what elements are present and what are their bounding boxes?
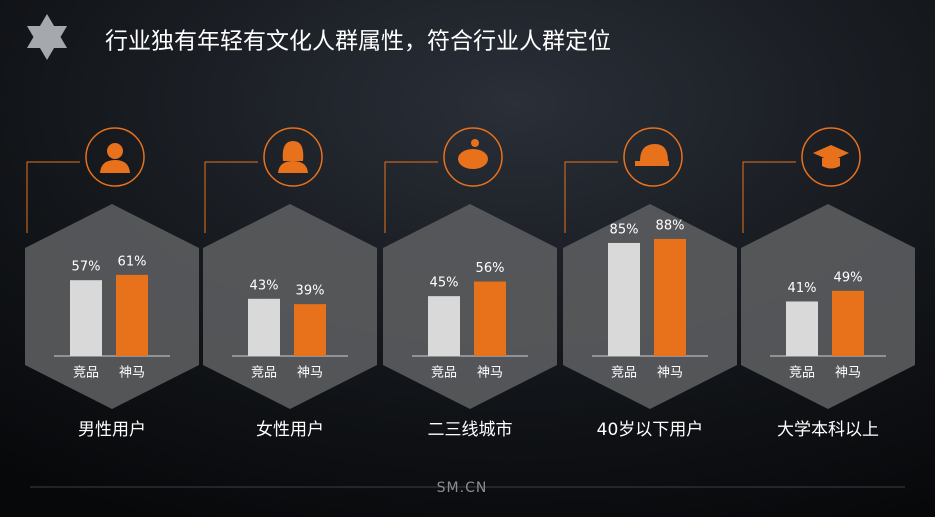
value-label: 56% <box>476 261 505 276</box>
logo <box>27 14 67 60</box>
value-label: 88% <box>656 218 685 233</box>
connector <box>204 161 258 233</box>
icon-shape <box>471 139 479 147</box>
value-label: 85% <box>610 222 639 237</box>
chart-title: 二三线城市 <box>428 420 513 440</box>
category-label: 神马 <box>119 366 145 381</box>
bar <box>474 281 506 356</box>
category-label: 神马 <box>657 366 683 381</box>
icon-shape <box>822 158 840 169</box>
chart-title: 大学本科以上 <box>777 420 879 440</box>
icon-ring <box>443 127 503 187</box>
connector <box>384 161 438 233</box>
icon-shape <box>278 161 308 173</box>
bar <box>116 274 148 356</box>
hexagon <box>741 204 915 409</box>
icon <box>278 141 308 173</box>
chart-panel: 85% 竞品 88% 神马 40岁以下用户 <box>563 127 737 440</box>
icon-shape <box>282 141 304 161</box>
value-label: 43% <box>250 278 279 293</box>
hexagon <box>383 204 557 409</box>
slide-title: 行业独有年轻有文化人群属性，符合行业人群定位 <box>105 29 611 55</box>
bar <box>248 298 280 356</box>
bar <box>786 301 818 356</box>
icon-shape <box>635 161 669 166</box>
bar <box>832 290 864 356</box>
footer-logo: SM.CN <box>437 480 488 496</box>
value-label: 45% <box>430 276 459 291</box>
category-label: 竞品 <box>73 365 99 381</box>
value-label: 61% <box>118 254 147 269</box>
chart-title: 40岁以下用户 <box>597 420 704 440</box>
hexagon <box>563 204 737 409</box>
bar <box>294 304 326 356</box>
icon-ring <box>85 127 145 187</box>
icon-shape <box>107 143 123 159</box>
icon <box>635 144 669 166</box>
category-label: 神马 <box>835 366 861 381</box>
value-label: 49% <box>834 270 863 285</box>
category-label: 神马 <box>477 366 503 381</box>
icon-shape <box>100 160 130 173</box>
category-label: 竞品 <box>251 365 277 381</box>
value-label: 41% <box>788 281 817 296</box>
bar <box>654 238 686 356</box>
value-label: 39% <box>296 284 325 299</box>
hexagon <box>203 204 377 409</box>
category-label: 竞品 <box>789 365 815 381</box>
icon <box>458 139 488 169</box>
chart-title: 男性用户 <box>78 420 146 440</box>
bar <box>608 242 640 356</box>
icon-ring <box>263 127 323 187</box>
icon <box>813 145 849 169</box>
hexagon <box>25 204 199 409</box>
icon-shape <box>813 145 849 161</box>
icon-ring <box>623 127 683 187</box>
connector <box>742 161 796 233</box>
icon-shape <box>640 144 668 161</box>
bar <box>428 296 460 356</box>
connector <box>26 161 80 233</box>
value-label: 57% <box>72 260 101 275</box>
category-label: 竞品 <box>431 365 457 381</box>
bar <box>70 280 102 356</box>
icon-shape <box>458 149 488 169</box>
icon-ring <box>801 127 861 187</box>
chart-title: 女性用户 <box>256 420 324 440</box>
category-label: 竞品 <box>611 365 637 381</box>
connector <box>564 161 618 233</box>
category-label: 神马 <box>297 366 323 381</box>
icon <box>100 143 130 173</box>
